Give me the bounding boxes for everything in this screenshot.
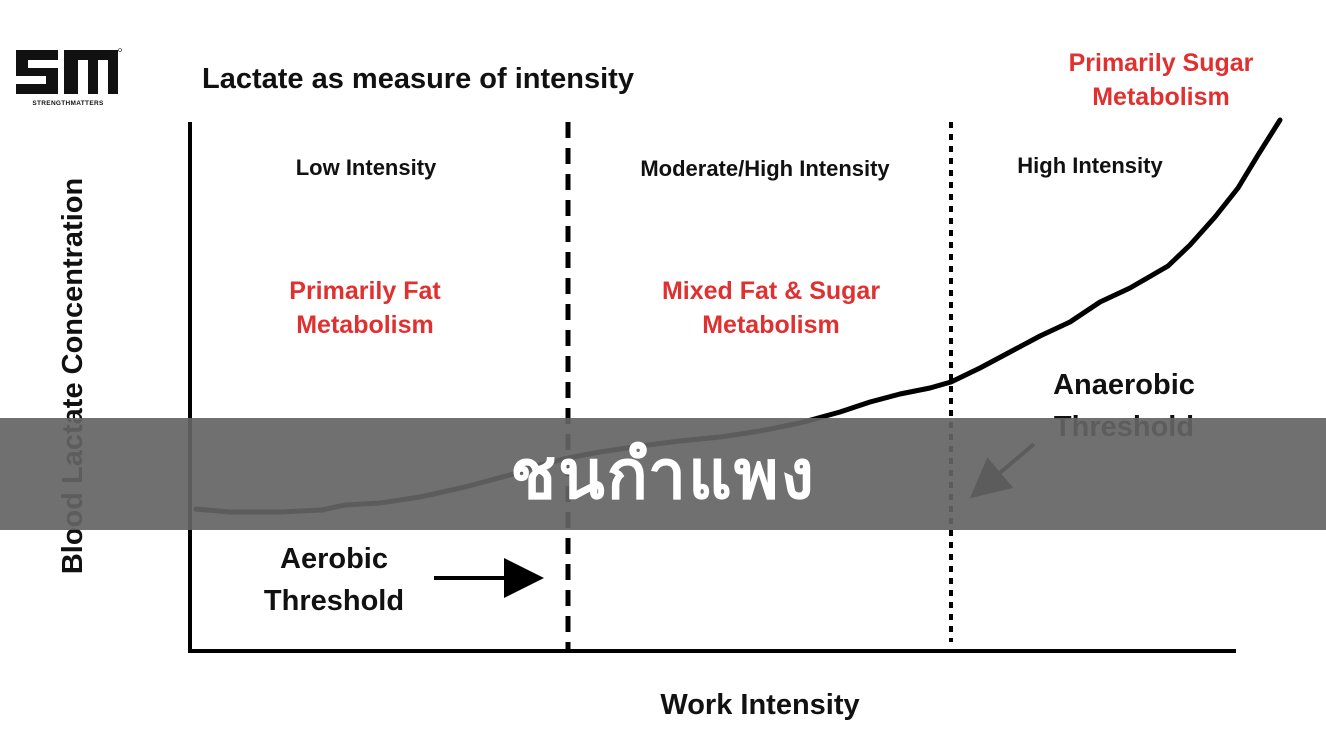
banner-text: ชนกำแพง: [510, 436, 816, 515]
anaerobic-threshold-label: Anaerobic: [1053, 369, 1195, 401]
aerobic-threshold-label: Threshold: [264, 585, 404, 617]
metabolism-label: Primarily Fat: [289, 277, 441, 305]
logo-text: STRENGTHMATTERS: [32, 100, 104, 107]
metabolism-label: Metabolism: [1092, 83, 1230, 111]
zone-label: High Intensity: [1017, 153, 1163, 178]
metabolism-label: Metabolism: [702, 311, 840, 339]
chart-title: Lactate as measure of intensity: [202, 63, 634, 95]
zone-label: Moderate/High Intensity: [640, 156, 890, 181]
metabolism-label: Primarily Sugar: [1069, 49, 1254, 77]
overlay-banner: ชนกำแพง: [0, 418, 1326, 530]
strengthmatters-logo: STRENGTHMATTERS: [14, 46, 122, 112]
metabolism-label: Mixed Fat & Sugar: [662, 277, 880, 305]
metabolism-label: Metabolism: [296, 311, 434, 339]
x-axis-label: Work Intensity: [660, 689, 859, 721]
aerobic-threshold-label: Aerobic: [280, 543, 388, 575]
logo-mark-icon: [16, 48, 122, 94]
zone-label: Low Intensity: [296, 155, 437, 180]
